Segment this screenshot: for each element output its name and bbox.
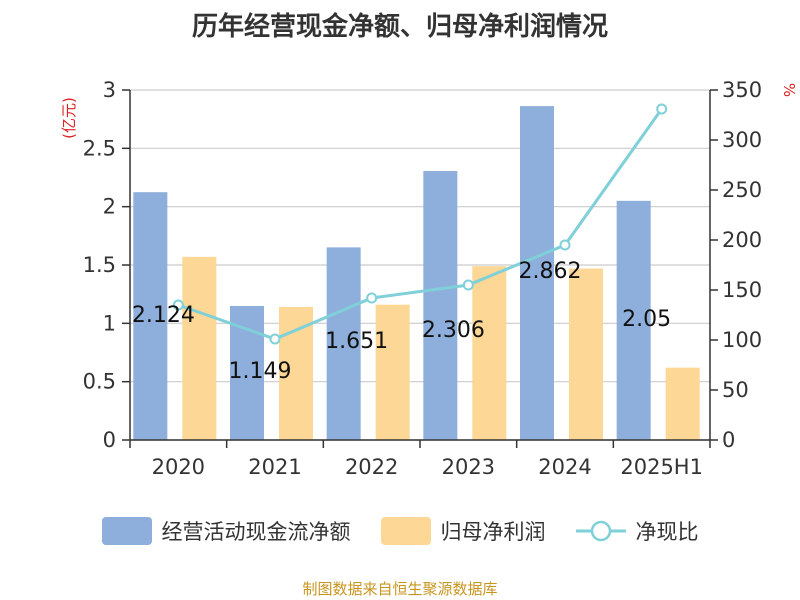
legend-swatch-cashflow — [101, 517, 152, 545]
source-note: 制图数据来自恒生聚源数据库 — [302, 580, 498, 598]
x-tick-label: 2022 — [345, 455, 398, 479]
point-ratio — [366, 292, 378, 304]
y-left-tick-label: 0 — [103, 428, 116, 452]
bar-netprofit — [665, 367, 700, 440]
x-tick-label: 2021 — [248, 455, 301, 479]
bar-cashflow — [520, 106, 554, 440]
y-right-tick-label: 200 — [722, 228, 762, 252]
x-tick-label: 2025H1 — [620, 455, 703, 479]
data-label-cashflow: 2.124 — [132, 303, 195, 328]
y-left-tick-label: 1 — [103, 311, 116, 335]
data-label-cashflow: 2.05 — [622, 307, 671, 332]
y-right-tick-label: 250 — [722, 178, 762, 202]
bar-cashflow — [133, 192, 168, 440]
bar-netprofit — [375, 304, 410, 440]
legend-label-netprofit: 归母净利润 — [440, 520, 546, 544]
data-label-cashflow: 2.306 — [422, 318, 485, 343]
y-right-axis-title: % — [780, 83, 798, 97]
legend-item-cashflow[interactable]: 经营活动现金流净额 — [101, 516, 351, 546]
x-tick-label: 2024 — [538, 455, 591, 479]
line-ratio — [177, 108, 663, 341]
bar-netprofit — [182, 256, 217, 440]
point-ratio — [172, 299, 184, 311]
bar-netprofit — [472, 266, 507, 440]
y-right-tick-label: 350 — [722, 78, 762, 102]
y-right-tick-label: 300 — [722, 128, 762, 152]
point-ratio — [462, 279, 474, 291]
y-left-tick-label: 3 — [103, 78, 116, 102]
legend-swatch-ratio-icon — [575, 520, 626, 542]
bar-cashflow — [423, 170, 458, 440]
bar-cashflow — [326, 247, 361, 440]
legend-label-cashflow: 经营活动现金流净额 — [161, 520, 351, 544]
y-right-tick-label: 150 — [722, 278, 762, 302]
x-tick-label: 2020 — [152, 455, 205, 479]
y-left-tick-label: 0.5 — [83, 370, 116, 394]
point-ratio — [269, 333, 281, 345]
chart-title: 历年经营现金净额、归母净利润情况 — [191, 12, 608, 42]
y-right-tick-label: 50 — [722, 378, 749, 402]
data-label-cashflow: 1.651 — [325, 329, 388, 354]
bar-netprofit — [569, 268, 603, 440]
legend-label-ratio: 净现比 — [635, 520, 699, 544]
bar-cashflow — [616, 200, 651, 440]
y-left-tick-label: 2.5 — [83, 136, 116, 160]
y-right-tick-label: 100 — [722, 328, 762, 352]
x-tick-label: 2023 — [442, 455, 495, 479]
y-left-tick-label: 2 — [103, 195, 116, 219]
chart-legend: 经营活动现金流净额 归母净利润 净现比 — [0, 516, 800, 546]
legend-swatch-netprofit — [380, 517, 431, 545]
legend-item-netprofit[interactable]: 归母净利润 — [380, 516, 546, 546]
point-ratio — [559, 239, 571, 251]
y-left-axis-title: (亿元) — [60, 97, 78, 139]
y-left-tick-label: 1.5 — [83, 253, 116, 277]
point-ratio — [656, 103, 668, 115]
y-right-tick-label: 0 — [722, 428, 735, 452]
data-label-cashflow: 1.149 — [229, 359, 292, 384]
data-label-cashflow: 2.862 — [519, 259, 582, 284]
legend-item-ratio[interactable]: 净现比 — [575, 516, 699, 546]
